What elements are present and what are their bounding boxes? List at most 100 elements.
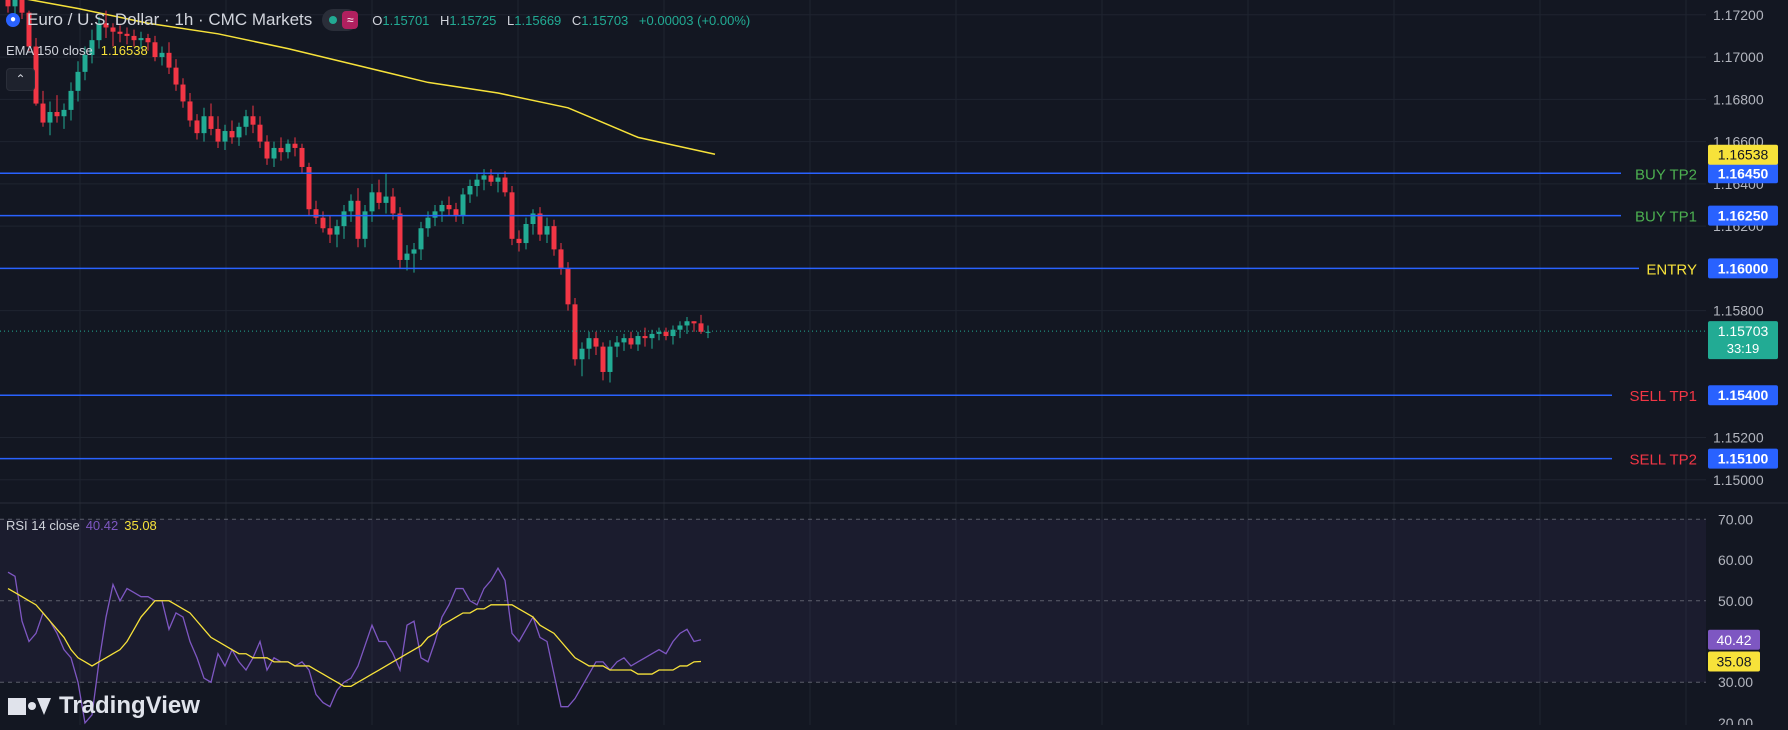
candle-body	[376, 192, 382, 203]
candle-body	[341, 211, 347, 227]
level-label: SELL TP2	[1629, 452, 1697, 469]
candle-body	[75, 71, 81, 91]
ema-legend[interactable]: EMA 150 close 1.16538	[6, 43, 148, 58]
candle-body	[621, 338, 627, 343]
collapse-legend-button[interactable]: ⌃	[6, 68, 35, 91]
level-price-badge	[1708, 258, 1778, 279]
rsi-label: RSI 14 close	[6, 518, 80, 533]
candle-body	[166, 52, 172, 68]
candle-body	[334, 226, 340, 235]
candle-body	[40, 103, 46, 123]
candle-body	[138, 38, 144, 41]
candle-body	[418, 228, 424, 250]
chevron-up-icon: ⌃	[15, 72, 26, 86]
candle-body	[306, 166, 312, 210]
candle-body	[537, 213, 543, 235]
candle-body	[250, 116, 256, 125]
candle-body	[201, 116, 207, 134]
candle-body	[481, 175, 487, 180]
candle-body	[19, 0, 25, 13]
candle-body	[565, 268, 571, 305]
level-label: BUY TP1	[1635, 209, 1697, 226]
candle-body	[411, 249, 417, 254]
candle-body	[124, 33, 130, 36]
candle-body	[131, 35, 137, 41]
candle-body	[236, 126, 242, 138]
level-price-badge	[1708, 448, 1778, 469]
candle-body	[607, 346, 613, 372]
ohlc-readout: O1.15701 H1.15725 L1.15669 C1.15703 +0.0…	[372, 13, 757, 28]
rsi-value: 40.42	[85, 518, 119, 533]
candle-body	[61, 109, 67, 117]
candle-body	[579, 348, 585, 360]
candle-body	[572, 304, 578, 360]
candle-body	[390, 196, 396, 214]
level-price-badge-text: 1.16000	[1718, 260, 1769, 276]
close-label: C	[571, 12, 582, 28]
candle-body	[677, 325, 683, 330]
globe-icon: ●	[6, 13, 20, 27]
ema-price-badge	[1708, 144, 1778, 165]
candle-body	[544, 226, 550, 235]
tradingview-watermark[interactable]: TradingView	[8, 692, 200, 720]
candle-body	[96, 23, 102, 41]
price-axis-tick-label: 1.15200	[1713, 429, 1764, 445]
candle-body	[117, 31, 123, 34]
rsi-axis-tick-label: 50.00	[1718, 593, 1753, 609]
candle-body	[180, 84, 186, 102]
rsi-ma-line	[7, 587, 702, 687]
candle-body	[530, 213, 536, 225]
rsi-ma-value-badge-text: 35.08	[1716, 654, 1751, 670]
candle-body	[488, 175, 494, 182]
candle-body	[691, 321, 697, 324]
rsi-value-badge-text: 40.42	[1716, 632, 1751, 648]
live-data-icon: ≈	[342, 11, 359, 29]
candle-body	[152, 42, 158, 58]
candle-body	[208, 116, 214, 129]
rsi-ma-value: 35.08	[124, 518, 157, 533]
candle-body	[586, 338, 592, 349]
rsi-axis-tick-label: 20.00	[1718, 715, 1753, 725]
candle-body	[362, 211, 368, 239]
candle-body	[173, 67, 179, 85]
candle-body	[516, 238, 522, 244]
price-axis-tick-label: 1.17000	[1713, 49, 1764, 65]
candle-body	[89, 40, 95, 55]
candle-body	[551, 226, 557, 250]
last-price-badge	[1708, 321, 1778, 360]
market-status-badge[interactable]: ≈	[322, 9, 359, 31]
rsi-value-badge	[1708, 629, 1760, 650]
candle-body	[369, 192, 375, 212]
ema-line	[27, 0, 716, 156]
candle-body	[243, 116, 249, 127]
candle-body	[145, 38, 151, 43]
candle-body	[558, 249, 564, 269]
candle-body	[292, 143, 298, 148]
candle-body	[502, 177, 508, 193]
candle-body	[159, 52, 165, 58]
candle-body	[187, 101, 193, 121]
ema-value: 1.16538	[100, 43, 148, 58]
ema-price-badge-text: 1.16538	[1718, 147, 1769, 163]
candle-body	[698, 323, 704, 332]
candle-body	[54, 112, 60, 117]
candle-body	[355, 200, 361, 239]
level-price-badge	[1708, 385, 1778, 406]
candle-body	[47, 112, 53, 123]
candle-body	[229, 131, 235, 138]
candle-body	[68, 90, 74, 110]
close-value: 1.15703	[581, 12, 629, 28]
candle-body	[103, 23, 109, 28]
rsi-legend[interactable]: RSI 14 close 40.42 35.08	[6, 518, 157, 533]
symbol-title[interactable]: Euro / U.S. Dollar · 1h · CMC Markets	[27, 10, 313, 29]
tradingview-logo-icon	[8, 697, 51, 715]
change-value: +0.00003 (+0.00%)	[638, 12, 751, 28]
candle-body	[264, 141, 270, 159]
candle-body	[523, 224, 529, 244]
level-label: ENTRY	[1646, 261, 1697, 278]
price-axis-tick-label: 1.15000	[1713, 472, 1764, 488]
candle-body	[327, 228, 333, 235]
countdown-text: 33:19	[1727, 341, 1760, 356]
